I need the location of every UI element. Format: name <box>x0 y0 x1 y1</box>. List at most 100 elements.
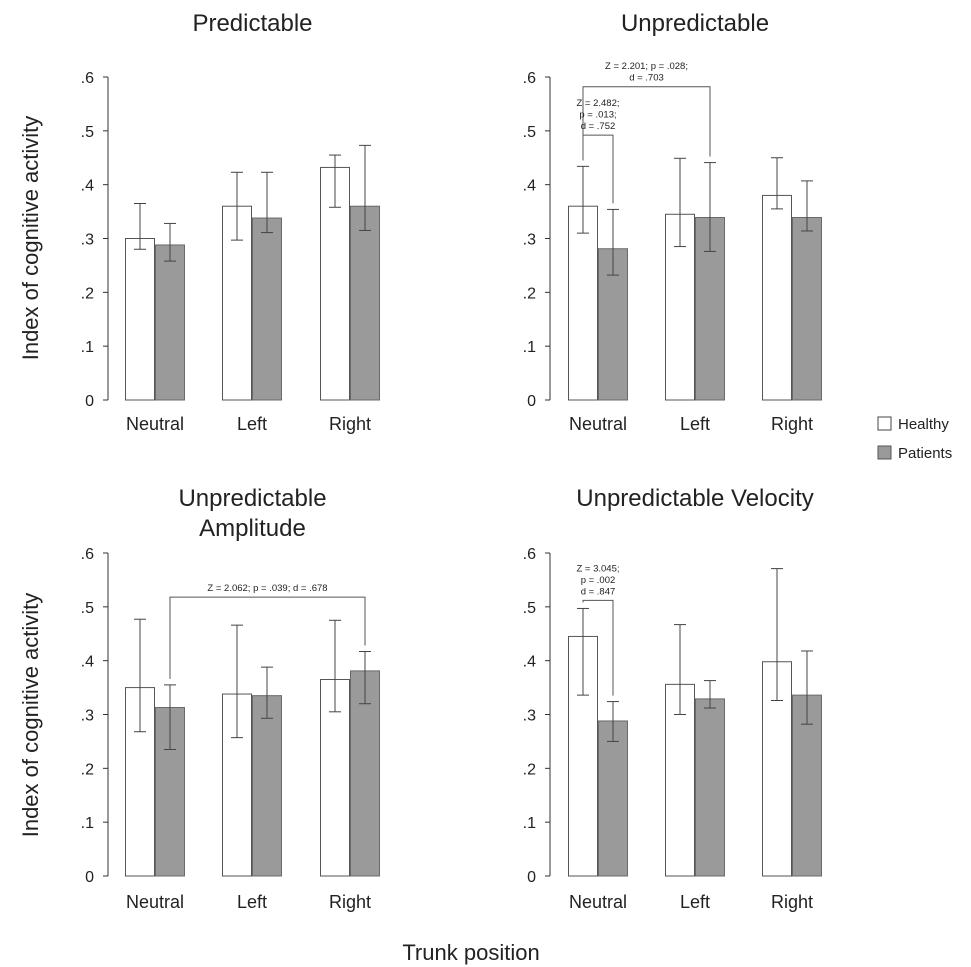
bar-patients <box>252 217 282 401</box>
bar-patients <box>695 698 725 877</box>
significance-label: d = .703 <box>629 73 664 84</box>
bar-patients <box>252 695 282 877</box>
y-tick-label: .1 <box>81 339 94 356</box>
x-tick-label: Neutral <box>126 892 184 912</box>
bar-patients <box>598 720 628 877</box>
bar-healthy <box>568 205 598 401</box>
y-tick-label: .1 <box>523 339 536 356</box>
y-tick-label: .3 <box>81 708 94 725</box>
significance-bracket <box>582 134 614 204</box>
error-bar <box>329 619 341 713</box>
error-bar <box>674 157 686 248</box>
error-bar <box>704 680 716 709</box>
error-bar <box>771 568 783 702</box>
error-bar <box>607 701 619 742</box>
bar-patients <box>350 670 380 877</box>
bar-healthy <box>125 238 155 401</box>
x-tick-label: Left <box>237 414 267 434</box>
significance-bracket <box>582 86 711 161</box>
legend-label-patients: Patients <box>898 445 952 462</box>
x-tick-label: Neutral <box>569 414 627 434</box>
y-tick-label: .3 <box>523 708 536 725</box>
error-bar <box>231 171 243 241</box>
y-axis-label-bottom: Index of cognitive activity <box>18 593 43 838</box>
bar-patients <box>350 205 380 401</box>
error-bar <box>261 171 273 234</box>
error-bar <box>801 180 813 232</box>
error-bar <box>607 208 619 276</box>
y-tick-label: .2 <box>81 285 94 302</box>
y-tick-label: .5 <box>81 124 94 141</box>
significance-label: Z = 2.482; <box>576 98 619 109</box>
significance-label: Z = 2.062; p = .039; d = .678 <box>207 583 327 594</box>
y-axis-label-top: Index of cognitive activity <box>18 116 43 361</box>
y-tick-label: .4 <box>81 178 94 195</box>
bar-healthy <box>762 194 792 401</box>
chart-title: Unpredictable <box>621 10 769 37</box>
legend: Healthy Patients <box>877 416 952 462</box>
error-bar <box>134 618 146 733</box>
chart-panel-4: Unpredictable Velocity 0 .1 .2 .3 .4 .5 .6 Neutr… <box>523 485 822 912</box>
y-tick-label: .3 <box>523 232 536 249</box>
x-tick-label: Left <box>237 892 267 912</box>
y-tick-label: .3 <box>81 232 94 249</box>
legend-swatch-healthy <box>877 416 892 431</box>
y-tick-label: 0 <box>527 393 536 410</box>
y-tick-label: .2 <box>523 761 536 778</box>
x-tick-label: Neutral <box>126 414 184 434</box>
error-bar <box>164 684 176 750</box>
y-tick-label: 0 <box>85 393 94 410</box>
y-tick-label: .5 <box>523 124 536 141</box>
chart-title: Amplitude <box>199 515 306 542</box>
x-tick-label: Right <box>329 892 371 912</box>
chart-panel-3: Unpredictable Amplitude 0 .1 .2 .3 .4 .5 .6 Neutr… <box>81 485 380 912</box>
bar-healthy <box>665 683 695 877</box>
error-bar <box>577 607 589 696</box>
error-bar <box>261 666 273 719</box>
y-tick-label: .4 <box>81 654 94 671</box>
chart-panel-1: Predictable 0 .1 .2 .3 .4 .5 .6 Neutral Left Right <box>81 10 380 434</box>
significance-bracket <box>582 599 614 696</box>
error-bar <box>164 222 176 262</box>
y-tick-label: .2 <box>523 285 536 302</box>
legend-label-healthy: Healthy <box>898 416 949 433</box>
significance-label: Z = 2.201; p = .028; <box>605 61 688 72</box>
significance-label: p = .013; <box>579 110 616 121</box>
y-tick-label: .6 <box>81 70 94 87</box>
x-tick-label: Left <box>680 892 710 912</box>
y-tick-label: 0 <box>527 869 536 886</box>
y-tick-label: .1 <box>81 815 94 832</box>
y-tick-label: .6 <box>81 546 94 563</box>
x-tick-label: Neutral <box>569 892 627 912</box>
error-bar <box>704 162 716 252</box>
y-tick-label: .4 <box>523 178 536 195</box>
chart-title: Unpredictable <box>178 485 326 512</box>
error-bar <box>359 651 371 705</box>
significance-label: d = .847 <box>581 586 616 597</box>
chart-panels: Predictable 0 .1 .2 .3 .4 .5 .6 Neutral Left Right… <box>81 10 822 912</box>
chart-title: Predictable <box>192 10 312 37</box>
legend-swatch-patients <box>877 445 892 460</box>
y-tick-label: .6 <box>523 546 536 563</box>
error-bar <box>329 154 341 208</box>
y-tick-label: .6 <box>523 70 536 87</box>
x-tick-label: Right <box>771 892 813 912</box>
error-bar <box>674 624 686 715</box>
chart-panel-2: Unpredictable 0 .1 .2 .3 .4 .5 .6 Neutral Left Rig… <box>523 10 822 434</box>
significance-label: p = .002 <box>581 575 616 586</box>
y-tick-label: 0 <box>85 869 94 886</box>
error-bar <box>577 165 589 234</box>
bar-patients <box>155 244 185 401</box>
x-tick-label: Right <box>329 414 371 434</box>
bar-patients <box>792 217 822 401</box>
significance-label: Z = 3.045; <box>576 563 619 574</box>
error-bar <box>801 650 813 725</box>
y-tick-label: .5 <box>81 600 94 617</box>
y-tick-label: .2 <box>81 761 94 778</box>
y-tick-label: .1 <box>523 815 536 832</box>
y-tick-label: .5 <box>523 600 536 617</box>
y-tick-label: .4 <box>523 654 536 671</box>
chart-title: Unpredictable Velocity <box>576 485 813 512</box>
error-bar <box>771 157 783 210</box>
